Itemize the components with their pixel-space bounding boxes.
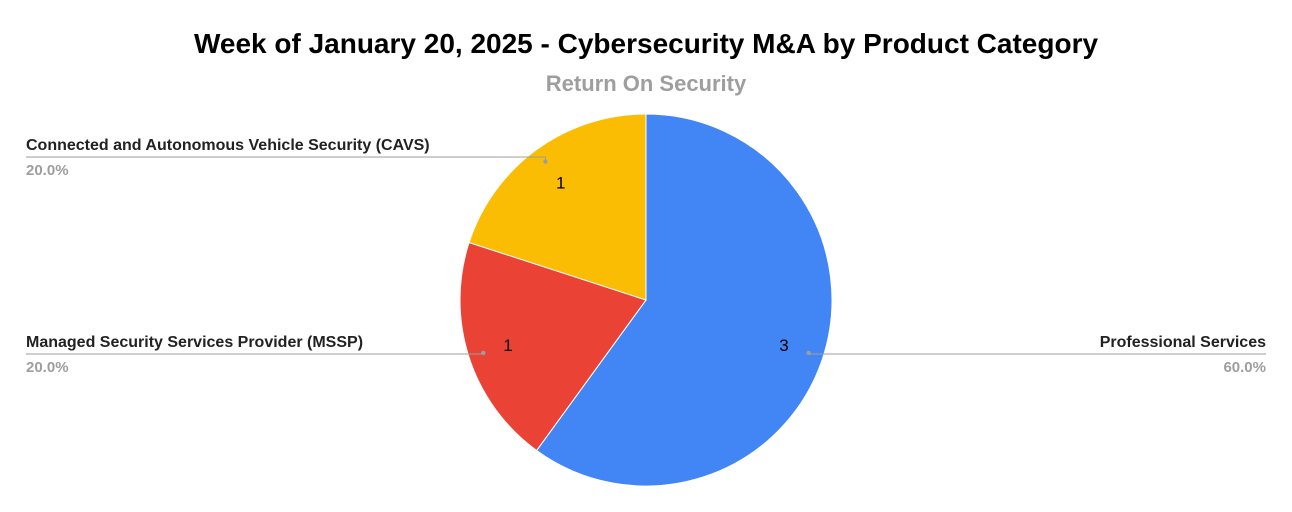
- pie-value-label-professional-services: 3: [779, 336, 788, 355]
- pie-value-label-managed-security-services-provider-mssp: 1: [503, 336, 512, 355]
- pie-percent-label-professional-services: 60.0%: [1223, 359, 1266, 376]
- pie-value-label-connected-and-autonomous-vehicle-security-cavs: 1: [556, 174, 565, 193]
- pie-leader-dot-managed-security-services-provider-mssp: [481, 350, 486, 356]
- pie-category-label-managed-security-services-provider-mssp: Managed Security Services Provider (MSSP…: [26, 334, 363, 351]
- pie-leader-line-professional-services: [808, 352, 1266, 355]
- pie-category-label-connected-and-autonomous-vehicle-security-cavs: Connected and Autonomous Vehicle Securit…: [26, 137, 430, 154]
- pie-annotations: 3 Professional Services 60.0% 1 Managed Secu…: [26, 137, 1266, 376]
- pie-category-label-professional-services: Professional Services: [1100, 334, 1266, 351]
- pie-slice-managed-security-services-provider-mssp: [459, 241, 647, 452]
- pie-leader-line-managed-security-services-provider-mssp: [26, 352, 484, 355]
- pie-leader-dot-professional-services: [806, 350, 811, 356]
- pie-slice-professional-services: [535, 113, 833, 487]
- pie-percent-label-connected-and-autonomous-vehicle-security-cavs: 20.0%: [26, 162, 69, 179]
- pie-percent-label-managed-security-services-provider-mssp: 20.0%: [26, 359, 69, 376]
- pie-leader-line-connected-and-autonomous-vehicle-security-cavs: [26, 156, 546, 162]
- pie-slices: [459, 113, 833, 487]
- pie-leader-dot-connected-and-autonomous-vehicle-security-cavs: [543, 159, 548, 164]
- chart-title: Week of January 20, 2025 - Cybersecurity…: [194, 28, 1099, 59]
- chart-subtitle: Return On Security: [546, 71, 747, 96]
- pie-slice-connected-and-autonomous-vehicle-security-cavs: [468, 113, 647, 301]
